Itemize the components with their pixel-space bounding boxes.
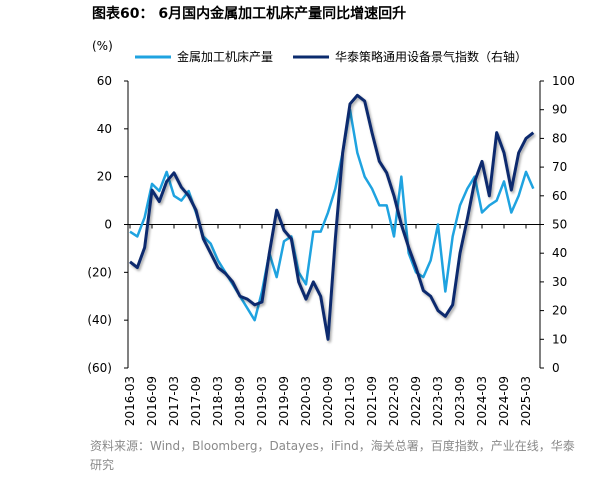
x-tick-label: 2016-09: [145, 376, 159, 426]
y-axis-label: (%): [92, 39, 113, 53]
x-tick-label: 2024-03: [475, 376, 489, 426]
y2-tick-label: 50: [552, 218, 567, 232]
y-tick-label: 40: [97, 122, 112, 136]
x-tick-label: 2025-03: [519, 376, 533, 426]
y-tick-label: 60: [97, 74, 112, 88]
x-tick-label: 2020-03: [299, 376, 313, 426]
x-tick-label: 2022-09: [409, 376, 423, 426]
legend-label: 华泰策略通用设备景气指数（右轴）: [335, 49, 527, 64]
y2-tick-label: 60: [552, 189, 567, 203]
chart: 图表60： 6月国内金属加工机床产量同比增速回升 (%) (60) (40) (20…: [87, 5, 575, 426]
x-tick-label: 2022-03: [387, 376, 401, 426]
x-tick-label: 2021-03: [343, 376, 357, 426]
x-tick-label: 2016-03: [123, 376, 137, 426]
x-tick-label: 2019-03: [255, 376, 269, 426]
x-tick-label: 2018-09: [233, 376, 247, 426]
y-tick-label: (60): [87, 361, 112, 375]
y2-tick-label: 20: [552, 304, 567, 318]
x-tick-label: 2021-09: [365, 376, 379, 426]
x-tick-label: 2019-09: [277, 376, 291, 426]
y2-tick-label: 80: [552, 131, 567, 145]
source-note: 资料来源：Wind，Bloomberg，Datayes，iFind，海关总署，百…: [90, 439, 575, 472]
y2-tick-label: 0: [552, 361, 560, 375]
y2-tick-label: 70: [552, 160, 567, 174]
y-tick-label: (40): [87, 313, 112, 327]
x-tick-label: 2020-09: [321, 376, 335, 426]
y-tick-label: 0: [104, 218, 112, 232]
series-line: [129, 93, 535, 341]
x-tick-label: 2017-09: [189, 376, 203, 426]
x-tick-label: 2024-09: [497, 376, 511, 426]
x-tick-label: 2018-03: [211, 376, 225, 426]
legend-label: 金属加工机床产量: [177, 49, 273, 64]
y2-tick-label: 90: [552, 103, 567, 117]
x-tick-label: 2023-09: [453, 376, 467, 426]
y-tick-label: (20): [87, 265, 112, 279]
y2-tick-label: 100: [552, 74, 575, 88]
y-tick-label: 20: [97, 170, 112, 184]
x-tick-label: 2017-03: [167, 376, 181, 426]
y2-tick-label: 10: [552, 332, 567, 346]
x-tick-label: 2023-03: [431, 376, 445, 426]
chart-title: 图表60： 6月国内金属加工机床产量同比增速回升: [92, 5, 406, 22]
y2-tick-label: 30: [552, 275, 567, 289]
y2-tick-label: 40: [552, 246, 567, 260]
